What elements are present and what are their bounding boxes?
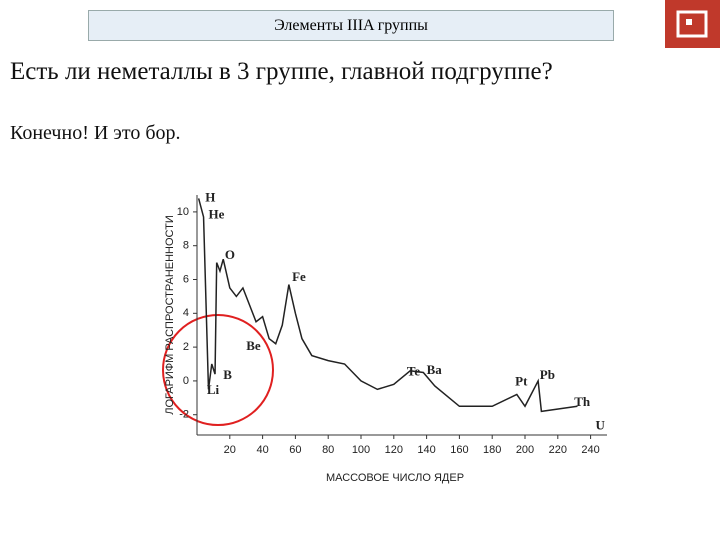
y-tick-label: 8 <box>183 240 189 252</box>
element-label: B <box>223 367 232 382</box>
element-label: Pt <box>515 374 528 389</box>
element-label: Fe <box>292 269 306 284</box>
body-text: Конечно! И это бор. <box>10 122 181 144</box>
element-label: Ba <box>427 362 443 377</box>
x-axis-label: МАССОВОЕ ЧИСЛО ЯДЕР <box>326 472 464 484</box>
element-label: O <box>225 247 235 262</box>
y-tick-label: -2 <box>179 409 189 421</box>
x-tick-label: 20 <box>224 444 236 456</box>
x-tick-label: 200 <box>516 444 534 456</box>
x-tick-label: 220 <box>549 444 567 456</box>
header-title: Элементы IIIA группы <box>88 10 614 41</box>
y-tick-label: 10 <box>177 206 189 218</box>
y-tick-label: 6 <box>183 273 189 285</box>
element-label: Be <box>246 338 261 353</box>
y-tick-label: 0 <box>183 375 189 387</box>
x-tick-label: 80 <box>322 444 334 456</box>
y-tick-label: 2 <box>183 341 189 353</box>
y-axis-label: ЛОГАРИФМ РАСПРОСТРАНЕННОСТИ <box>164 215 176 415</box>
element-label: He <box>208 206 224 221</box>
x-tick-label: 180 <box>483 444 501 456</box>
element-label: Li <box>207 382 220 397</box>
y-tick-label: 4 <box>183 307 189 319</box>
element-label: Th <box>574 394 591 409</box>
x-tick-label: 60 <box>289 444 301 456</box>
element-label: Te <box>407 363 420 378</box>
heading: Есть ли неметаллы в 3 группе, главной по… <box>10 58 553 85</box>
element-label: H <box>205 189 215 204</box>
element-label: Pb <box>540 367 555 382</box>
x-tick-label: 240 <box>581 444 599 456</box>
element-label: U <box>596 418 606 433</box>
x-tick-label: 40 <box>256 444 268 456</box>
x-tick-label: 120 <box>385 444 403 456</box>
x-tick-label: 100 <box>352 444 370 456</box>
x-tick-label: 160 <box>450 444 468 456</box>
data-line <box>197 198 578 413</box>
logo <box>665 0 720 48</box>
x-tick-label: 140 <box>417 444 435 456</box>
highlight-circle <box>162 314 274 426</box>
